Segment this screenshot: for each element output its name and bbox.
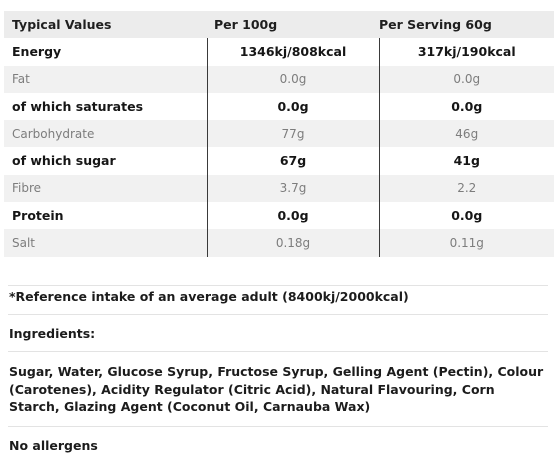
value-per-serving: 46g — [378, 120, 554, 148]
reference-intake-note: *Reference intake of an average adult (8… — [9, 289, 409, 304]
value-per-100g: 3.7g — [206, 174, 379, 203]
nutrient-label: of which sugar — [4, 147, 207, 175]
nutrient-label: Fibre — [4, 174, 207, 203]
value-per-100g: 0.0g — [206, 65, 379, 93]
value-per-100g: 0.0g — [206, 92, 379, 121]
nutrient-label: of which saturates — [4, 92, 207, 121]
table-row: Salt 0.18g 0.11g — [4, 229, 554, 257]
value-per-serving: 0.0g — [378, 202, 554, 230]
value-per-serving: 0.11g — [378, 229, 554, 257]
value-per-100g: 0.18g — [206, 229, 379, 257]
value-per-serving: 0.0g — [378, 65, 554, 93]
header-per-100g: Per 100g — [207, 11, 379, 39]
table-row: of which sugar 67g 41g — [4, 147, 554, 175]
ingredients-list: Sugar, Water, Glucose Syrup, Fructose Sy… — [9, 364, 544, 414]
divider — [8, 314, 548, 315]
allergens-note: No allergens — [9, 437, 98, 453]
value-per-serving: 41g — [378, 147, 554, 175]
nutrient-label: Carbohydrate — [4, 120, 207, 148]
value-per-100g: 0.0g — [206, 202, 379, 230]
nutrient-label: Energy — [4, 38, 207, 66]
value-per-serving: 0.0g — [378, 92, 554, 121]
table-row: of which saturates 0.0g 0.0g — [4, 92, 554, 121]
value-per-serving: 2.2 — [378, 174, 554, 203]
nutrient-label: Protein — [4, 202, 207, 230]
nutrient-label: Salt — [4, 229, 207, 257]
divider — [8, 351, 548, 352]
ingredients-heading: Ingredients: — [9, 326, 96, 341]
value-per-serving: 317kj/190kcal — [378, 38, 554, 66]
header-typical-values: Typical Values — [4, 11, 207, 39]
table-row: Fat 0.0g 0.0g — [4, 65, 554, 93]
nutrition-table: Typical Values Per 100g Per Serving 60g … — [4, 11, 554, 257]
header-row: Typical Values Per 100g Per Serving 60g — [4, 11, 554, 39]
value-per-100g: 1346kj/808kcal — [206, 38, 379, 66]
nutrition-table-header: Typical Values Per 100g Per Serving 60g — [4, 11, 554, 39]
table-row: Fibre 3.7g 2.2 — [4, 174, 554, 203]
divider — [8, 285, 548, 286]
table-row: Protein 0.0g 0.0g — [4, 202, 554, 230]
table-row: Energy 1346kj/808kcal 317kj/190kcal — [4, 38, 554, 66]
table-row: Carbohydrate 77g 46g — [4, 120, 554, 148]
nutrition-table-body: Energy 1346kj/808kcal 317kj/190kcal Fat 0.0g… — [4, 38, 554, 257]
divider — [8, 425, 548, 427]
product-notes: *Reference intake of an average adult (8… — [8, 285, 549, 454]
header-per-serving: Per Serving 60g — [379, 11, 554, 39]
value-per-100g: 77g — [206, 120, 379, 148]
value-per-100g: 67g — [206, 147, 379, 175]
nutrient-label: Fat — [4, 65, 207, 93]
